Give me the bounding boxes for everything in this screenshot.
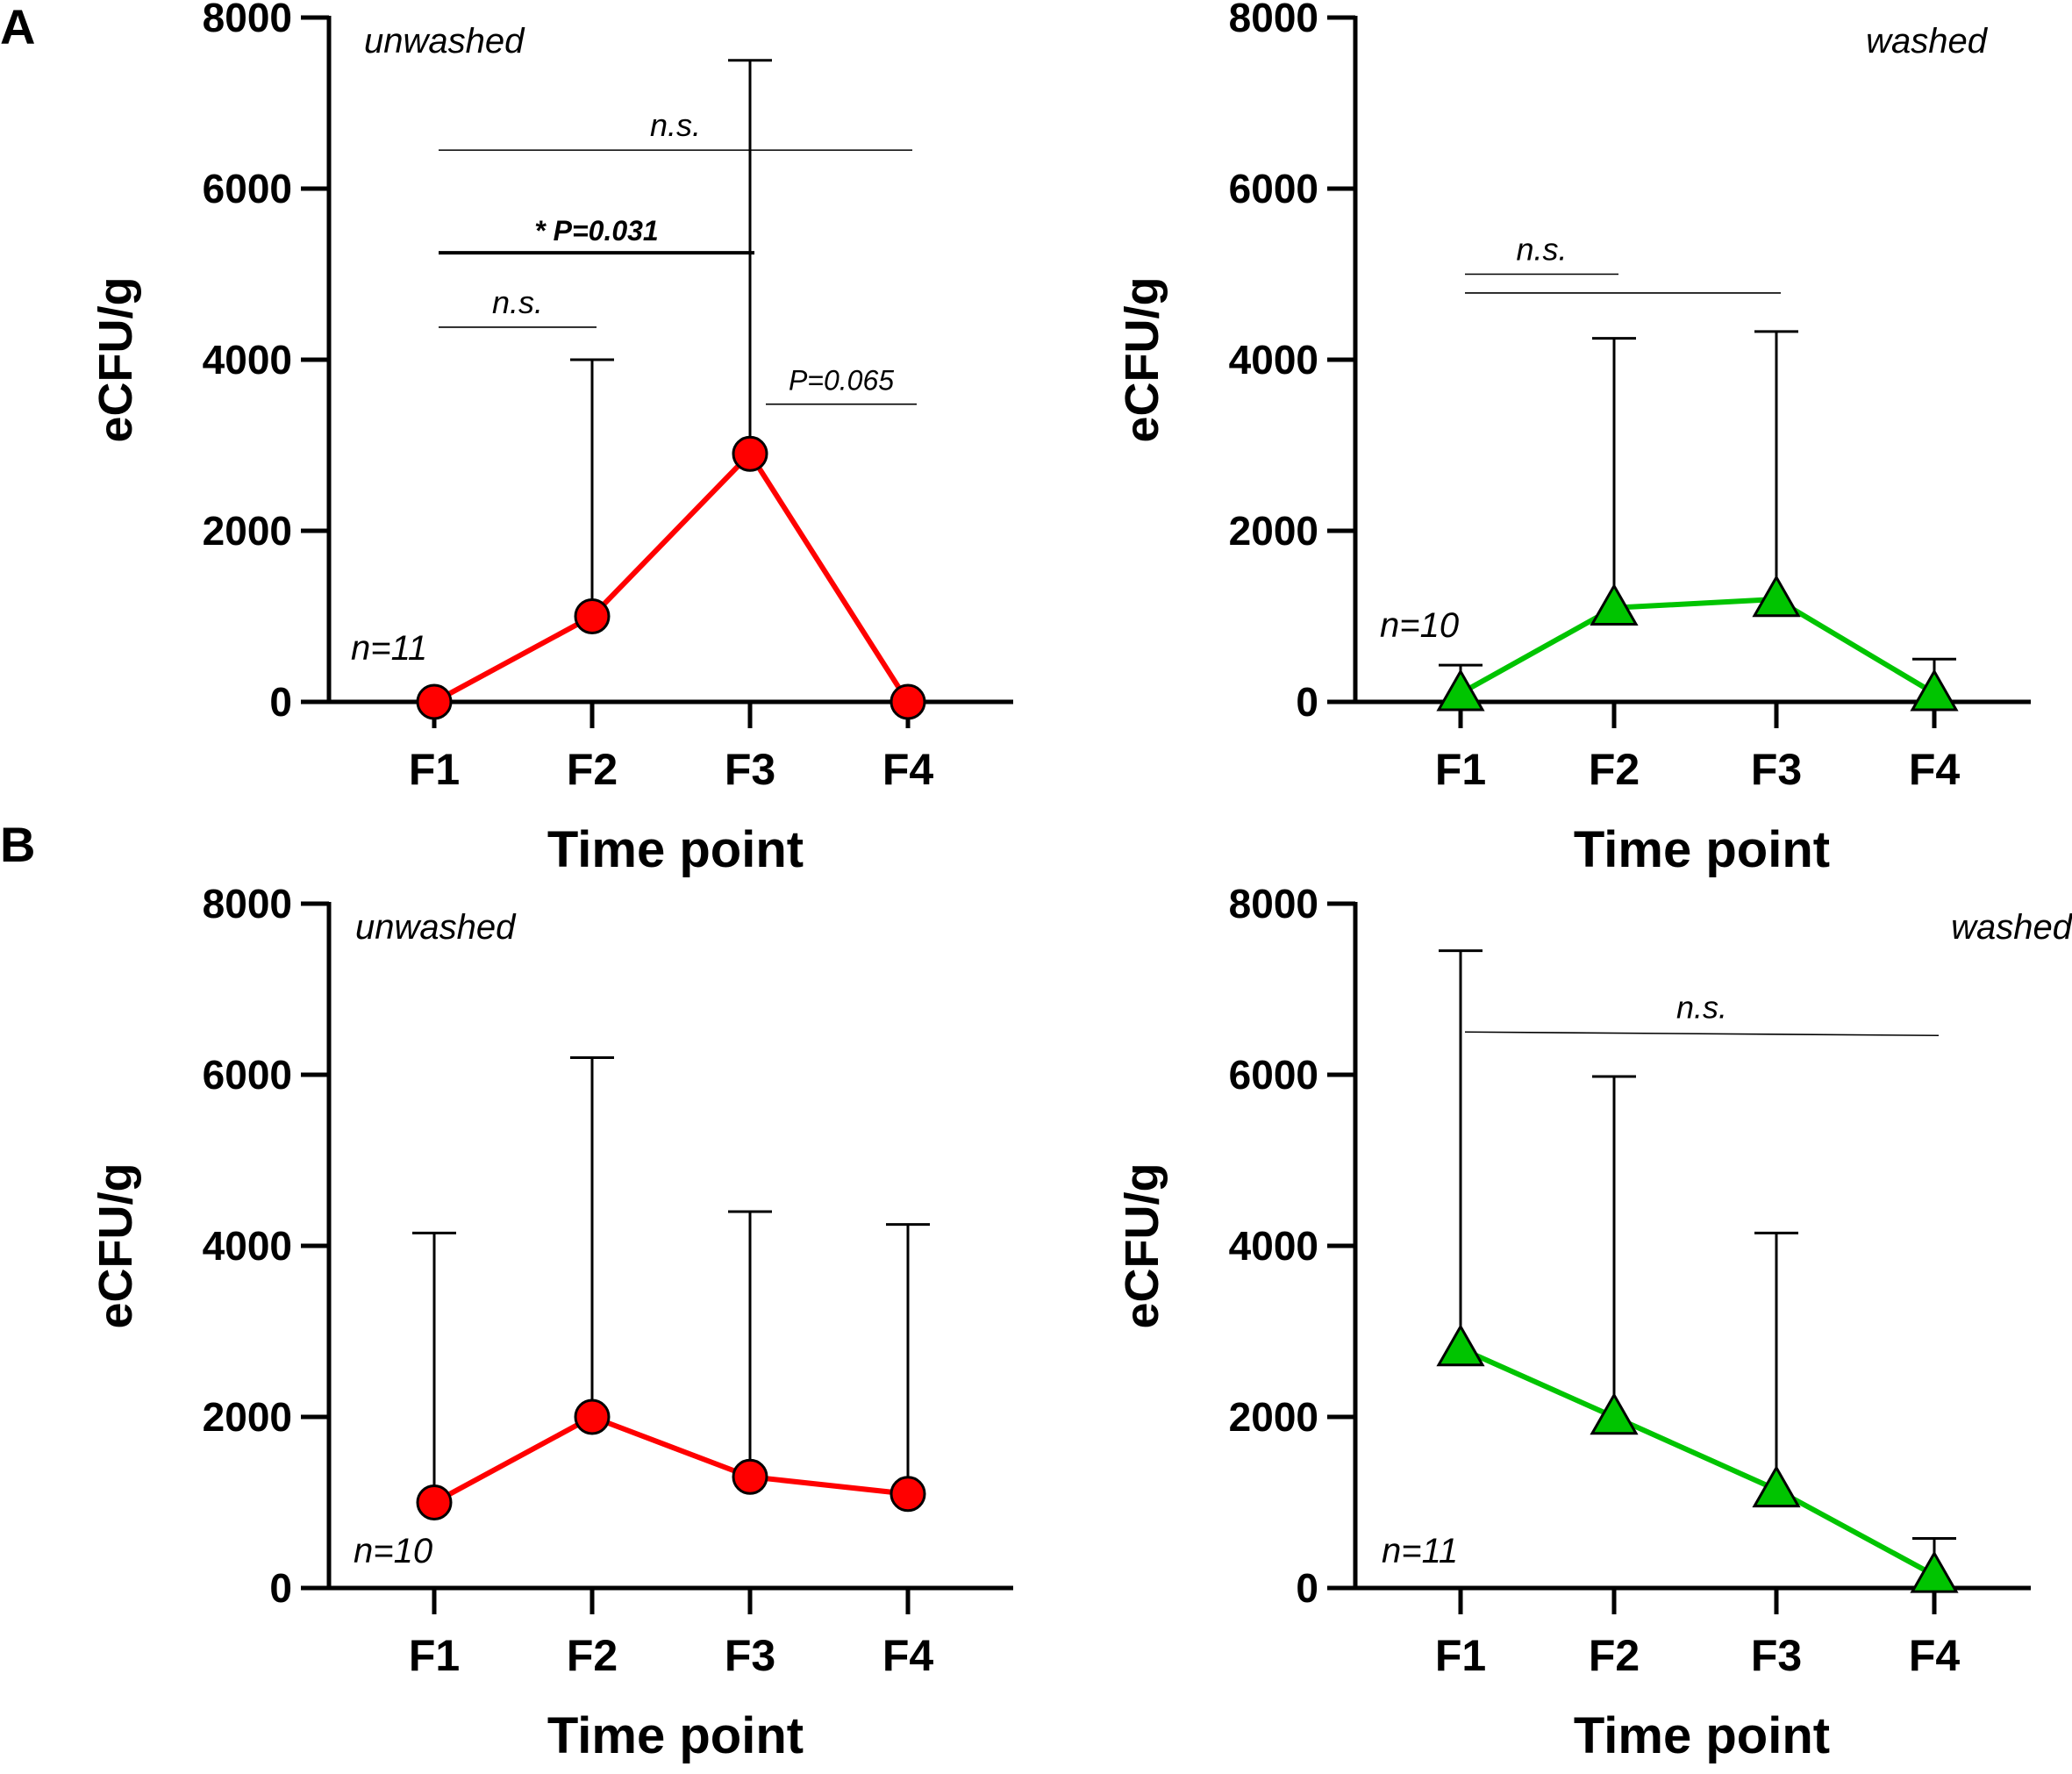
y-tick-label: 4000 bbox=[1229, 337, 1318, 383]
x-tick-label: F3 bbox=[1751, 745, 1802, 794]
y-tick-label: 6000 bbox=[1229, 1052, 1318, 1098]
y-tick-label: 6000 bbox=[203, 166, 292, 211]
data-point-F2 bbox=[1590, 1391, 1639, 1435]
series-line bbox=[432, 1414, 909, 1506]
x-tick-label: F3 bbox=[725, 745, 775, 794]
data-point-F4 bbox=[1910, 1550, 1959, 1593]
chart-panel-4: 0 2000 4000 6000 8000 F1 F2 F3 F4 Time point eCFU/… bbox=[1116, 881, 2072, 1764]
x-tick-label: F2 bbox=[567, 1631, 618, 1680]
panel-label-a: A bbox=[0, 0, 35, 54]
x-axis-title: Time point bbox=[1574, 821, 1830, 878]
y-tick-label: 0 bbox=[1296, 679, 1318, 725]
y-tick-label: 6000 bbox=[203, 1052, 292, 1098]
y-tick-label: 2000 bbox=[203, 1394, 292, 1440]
y-tick-label: 2000 bbox=[1229, 1394, 1318, 1440]
y-axis-title: eCFU/g bbox=[1116, 1163, 1168, 1329]
data-point-F2 bbox=[574, 598, 611, 634]
data-point-F4 bbox=[890, 683, 926, 720]
data-point-F3 bbox=[1752, 574, 1801, 618]
y-tick-label: 8000 bbox=[203, 881, 292, 926]
x-tick-label: F1 bbox=[1435, 1631, 1486, 1680]
y-axis-title: eCFU/g bbox=[89, 277, 142, 443]
chart-panel-3: 0 2000 4000 6000 8000 F1 F2 F3 F4 Time point eCFU/… bbox=[89, 881, 1013, 1764]
y-tick-label: 0 bbox=[269, 679, 292, 725]
significance-label: n.s. bbox=[1676, 989, 1727, 1025]
x-tick-label: F1 bbox=[409, 745, 460, 794]
y-axis-title: eCFU/g bbox=[1116, 277, 1168, 443]
y-tick-label: 4000 bbox=[203, 337, 292, 383]
x-axis-title: Time point bbox=[547, 1707, 804, 1764]
x-tick-label: F2 bbox=[1589, 745, 1640, 794]
y-tick-label: 4000 bbox=[203, 1223, 292, 1269]
data-point-F4 bbox=[890, 1476, 926, 1513]
chart-panel-1: 0 2000 4000 6000 8000 F1 F2 F3 F4 Time point eCFU/… bbox=[89, 0, 1013, 878]
x-tick-label: F4 bbox=[882, 1631, 934, 1680]
x-tick-label: F3 bbox=[1751, 1631, 1802, 1680]
y-tick-label: 6000 bbox=[1229, 166, 1318, 211]
y-tick-label: 0 bbox=[1296, 1565, 1318, 1611]
panel-label-b: B bbox=[0, 817, 35, 872]
significance-label: n.s. bbox=[650, 107, 701, 143]
condition-label: washed bbox=[1866, 22, 1989, 61]
y-tick-label: 8000 bbox=[203, 0, 292, 40]
y-tick-label: 4000 bbox=[1229, 1223, 1318, 1269]
y-tick-label: 2000 bbox=[203, 508, 292, 554]
x-tick-label: F2 bbox=[1589, 1631, 1640, 1680]
data-point-F1 bbox=[1436, 669, 1485, 712]
data-point-F3 bbox=[732, 435, 768, 472]
significance-label: * P=0.031 bbox=[534, 215, 658, 247]
x-tick-label: F3 bbox=[725, 1631, 775, 1680]
sample-size-label: n=10 bbox=[1380, 606, 1459, 645]
sample-size-label: n=10 bbox=[354, 1532, 432, 1570]
data-point-F1 bbox=[416, 683, 453, 720]
x-tick-label: F4 bbox=[882, 745, 934, 794]
data-point-F2 bbox=[574, 1398, 611, 1435]
data-point-F2 bbox=[1590, 583, 1639, 626]
series-line bbox=[1459, 597, 1936, 696]
significance-line bbox=[1464, 1031, 1940, 1037]
sample-size-label: n=11 bbox=[351, 629, 427, 668]
data-point-F1 bbox=[416, 1484, 453, 1520]
x-tick-label: F1 bbox=[1435, 745, 1486, 794]
y-tick-label: 2000 bbox=[1229, 508, 1318, 554]
data-point-F3 bbox=[1752, 1464, 1801, 1508]
data-point-F4 bbox=[1910, 669, 1959, 712]
series-line bbox=[1459, 1346, 1936, 1578]
significance-label: P=0.065 bbox=[789, 365, 894, 397]
condition-label: washed bbox=[1951, 908, 2072, 947]
condition-label: unwashed bbox=[355, 908, 517, 947]
y-axis-title: eCFU/g bbox=[89, 1163, 142, 1329]
series-line bbox=[432, 451, 911, 705]
y-tick-label: 8000 bbox=[1229, 0, 1318, 40]
x-tick-label: F1 bbox=[409, 1631, 460, 1680]
data-point-F1 bbox=[1436, 1323, 1485, 1367]
y-tick-label: 8000 bbox=[1229, 881, 1318, 926]
x-tick-label: F4 bbox=[1909, 745, 1961, 794]
sample-size-label: n=11 bbox=[1382, 1532, 1458, 1570]
x-axis-title: Time point bbox=[547, 821, 804, 878]
x-tick-label: F2 bbox=[567, 745, 618, 794]
data-point-F3 bbox=[732, 1458, 768, 1495]
condition-label: unwashed bbox=[364, 22, 525, 61]
significance-label: n.s. bbox=[492, 284, 543, 320]
significance-label: n.s. bbox=[1516, 232, 1567, 268]
x-axis-title: Time point bbox=[1574, 1707, 1830, 1764]
y-tick-label: 0 bbox=[269, 1565, 292, 1611]
chart-panel-2: 0 2000 4000 6000 8000 F1 F2 F3 F4 Time point eCFU/… bbox=[1116, 0, 2031, 878]
x-tick-label: F4 bbox=[1909, 1631, 1961, 1680]
